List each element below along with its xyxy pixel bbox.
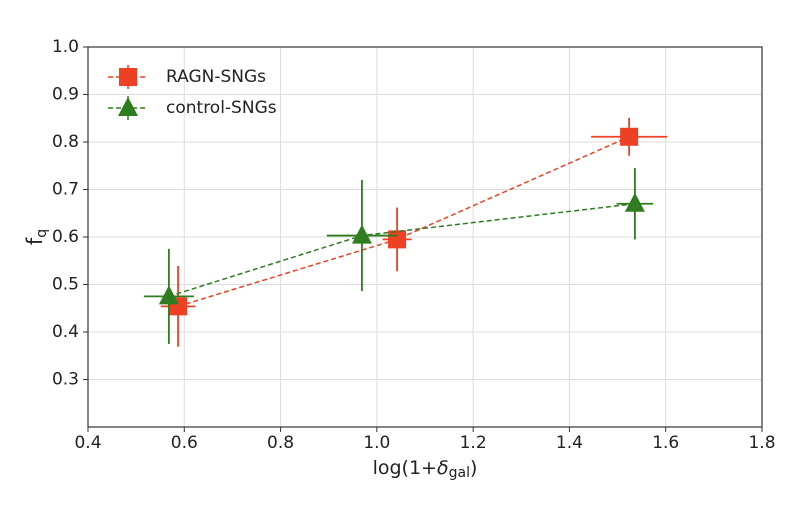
marker <box>158 285 179 305</box>
marker <box>118 97 138 116</box>
marker <box>119 68 137 86</box>
x-axis-label: log(1+δgal) <box>373 457 478 482</box>
marker <box>624 192 645 212</box>
y-axis-label-part: q <box>34 229 50 238</box>
x-tick-label: 1.6 <box>652 433 679 453</box>
x-tick-label: 0.6 <box>171 433 198 453</box>
plot-frame <box>87 46 763 428</box>
x-axis-label-part: gal <box>449 465 470 481</box>
legend-label: control-SNGs <box>166 98 277 118</box>
x-axis-label-part: ) <box>470 457 477 479</box>
x-axis-label-part: log(1+ <box>373 457 437 479</box>
x-tick-label: 1.8 <box>748 433 775 453</box>
y-axis-label-part: f <box>23 237 47 245</box>
y-tick-label: 0.9 <box>52 85 79 105</box>
y-tick-label: 0.5 <box>52 275 79 295</box>
x-tick-label: 1.4 <box>556 433 583 453</box>
y-tick-label: 1.0 <box>52 37 79 57</box>
x-tick-label: 0.4 <box>74 433 101 453</box>
y-tick-label: 0.7 <box>52 180 79 200</box>
y-tick-label: 0.8 <box>52 132 79 152</box>
x-tick-label: 1.0 <box>363 433 390 453</box>
x-tick-label: 0.8 <box>267 433 294 453</box>
x-tick-label: 1.2 <box>460 433 487 453</box>
marker <box>388 230 407 249</box>
marker <box>351 224 372 244</box>
y-axis-label: fq <box>23 229 50 245</box>
x-axis-label-part: δ <box>437 457 449 479</box>
series-line <box>177 136 630 308</box>
y-tick-label: 0.6 <box>52 227 79 247</box>
y-tick-label: 0.3 <box>52 370 79 390</box>
y-tick-label: 0.4 <box>52 322 79 342</box>
marker <box>620 127 639 146</box>
legend-label: RAGN-SNGs <box>166 67 266 87</box>
